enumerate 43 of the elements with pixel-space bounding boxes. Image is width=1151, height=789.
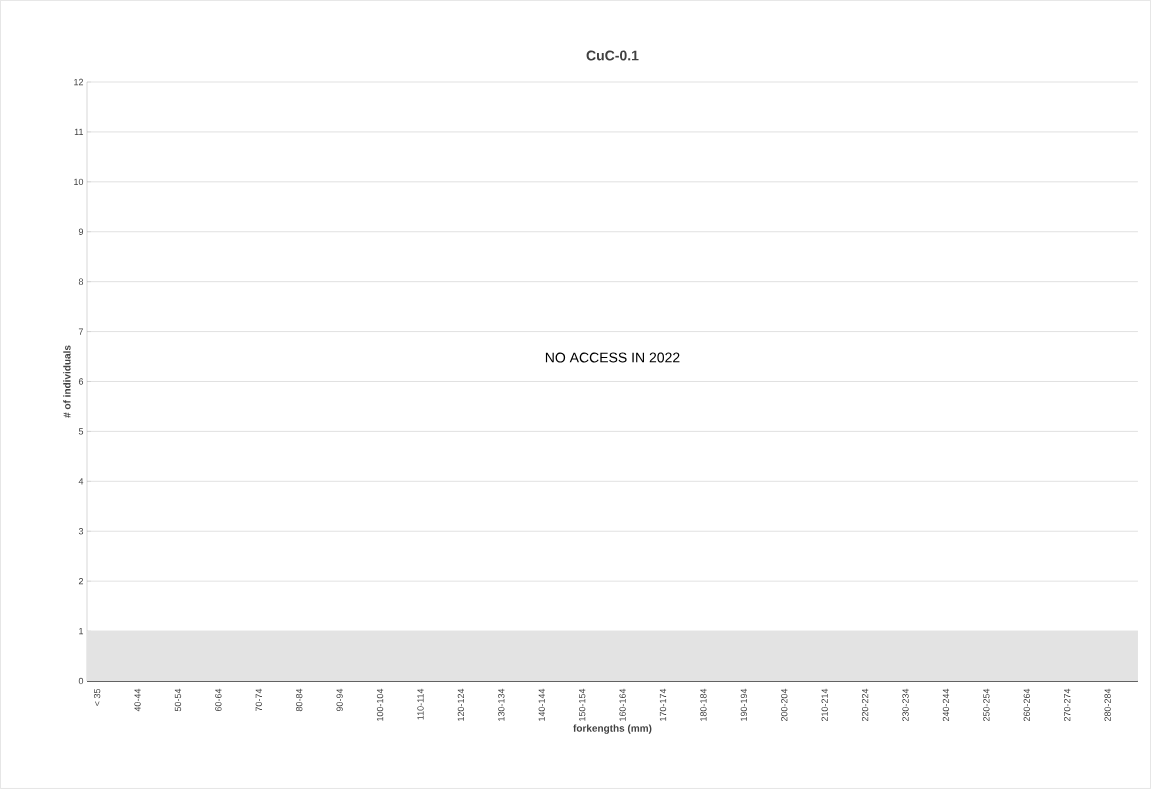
x-tick-label: 210-214 bbox=[821, 688, 828, 722]
y-tick-label: 5 bbox=[78, 428, 84, 435]
x-tick-label: 280-284 bbox=[1104, 688, 1111, 722]
x-tick-label: 100-104 bbox=[376, 688, 384, 721]
x-tick-label: 160-164 bbox=[619, 688, 626, 721]
x-tick-label: 90-94 bbox=[336, 688, 343, 712]
x-tick-label: 40-44 bbox=[134, 688, 141, 712]
x-tick-label: < 35 bbox=[93, 688, 101, 706]
x-tick-label: 140-144 bbox=[538, 688, 545, 721]
x-tick-label: 70-74 bbox=[255, 688, 262, 712]
x-tick-label: 120-124 bbox=[457, 688, 465, 721]
x-tick-label: 220-224 bbox=[861, 688, 869, 722]
x-tick-label: 240-244 bbox=[942, 688, 950, 722]
x-tick-label: 80-84 bbox=[296, 688, 303, 712]
x-tick-label: 190-194 bbox=[740, 688, 748, 721]
chart-title: CuC-0.1 bbox=[586, 50, 639, 61]
x-tick-label: 260-264 bbox=[1023, 688, 1030, 722]
x-tick-label: 130-134 bbox=[498, 688, 505, 721]
y-tick-label: 9 bbox=[78, 228, 84, 235]
x-tick-label: 230-234 bbox=[902, 688, 909, 722]
y-tick-label: 11 bbox=[74, 128, 84, 135]
x-tick-label: 50-54 bbox=[174, 688, 182, 712]
y-tick-label: 6 bbox=[78, 378, 84, 385]
y-tick-label: 2 bbox=[78, 578, 84, 585]
annotation: NO ACCESS IN 2022 bbox=[545, 352, 680, 363]
y-tick-label: 1 bbox=[79, 627, 84, 635]
x-tick-label: 60-64 bbox=[215, 688, 222, 712]
y-axis-title: # of individuals bbox=[63, 345, 71, 418]
y-tick-label: 12 bbox=[74, 78, 84, 86]
x-tick-label: 200-204 bbox=[781, 688, 788, 722]
y-tick-label: 7 bbox=[78, 328, 84, 335]
x-axis-title: forkengths (mm) bbox=[573, 724, 652, 734]
x-tick-label: 170-174 bbox=[659, 688, 667, 721]
y-tick-label: 3 bbox=[78, 528, 84, 535]
x-tick-label: 110-114 bbox=[417, 688, 424, 720]
x-tick-label: 150-154 bbox=[578, 688, 586, 721]
x-tick-label: 250-254 bbox=[983, 688, 990, 722]
y-tick-label: 8 bbox=[78, 278, 84, 285]
y-tick-label: 4 bbox=[78, 478, 84, 485]
x-tick-label: 180-184 bbox=[700, 688, 707, 721]
x-tick-label: 270-274 bbox=[1064, 688, 1071, 722]
y-tick-label: 0 bbox=[78, 677, 84, 685]
y-tick-label: 10 bbox=[74, 178, 84, 186]
